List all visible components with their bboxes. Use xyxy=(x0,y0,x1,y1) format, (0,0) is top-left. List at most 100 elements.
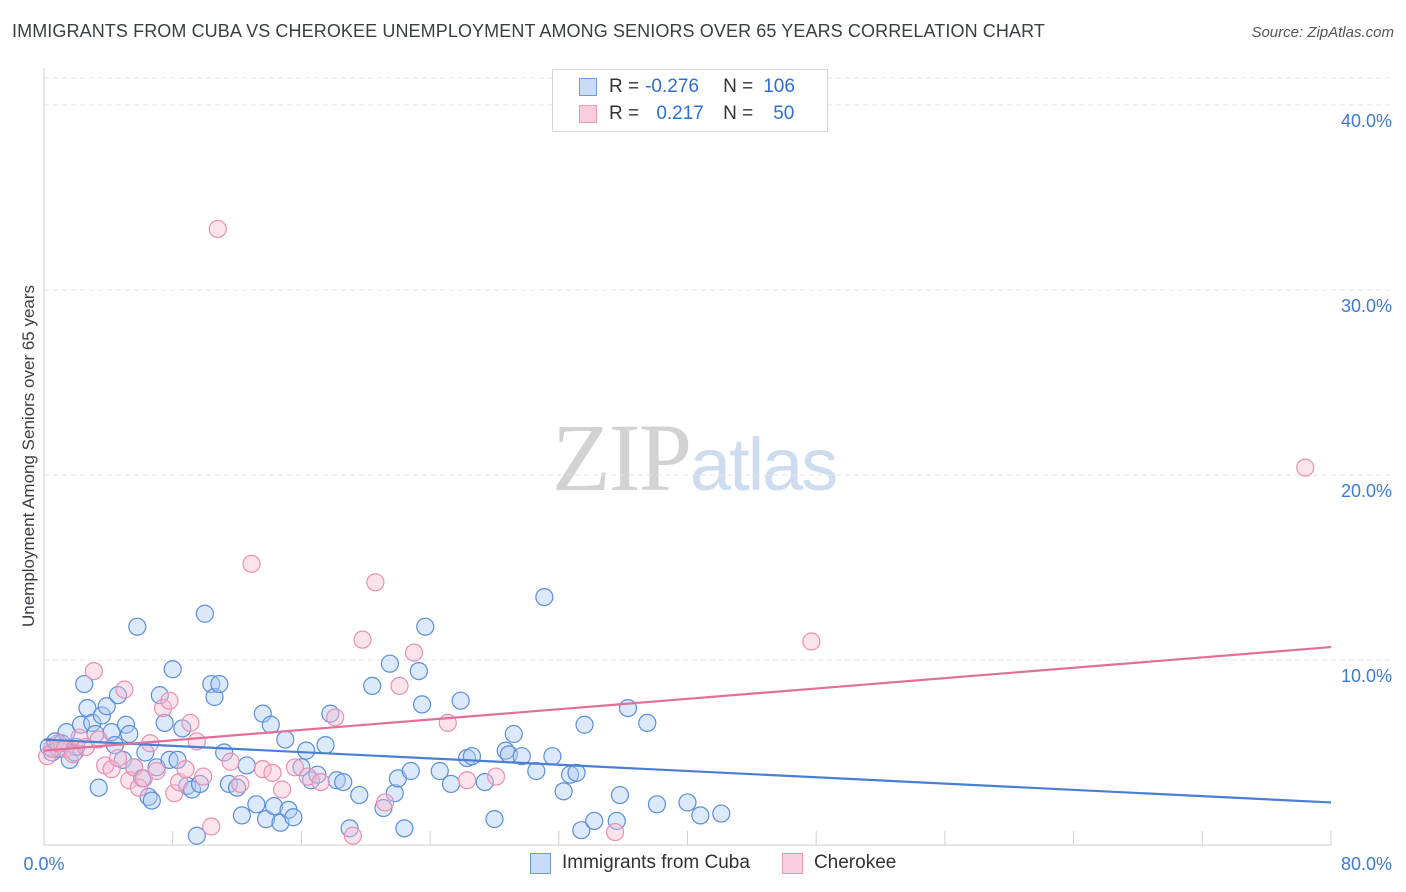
legend-n-label: N = xyxy=(723,103,754,124)
cherokee-point xyxy=(606,822,625,842)
cherokee-point xyxy=(802,632,821,651)
cherokee-point xyxy=(129,778,149,797)
cuba-point xyxy=(237,756,256,775)
cuba-point xyxy=(535,587,554,607)
cuba-point xyxy=(527,761,546,781)
cuba-point xyxy=(554,782,573,801)
series-legend: Immigrants from Cuba Cherokee xyxy=(530,852,928,874)
cuba-point xyxy=(292,758,311,777)
cuba-trend-line xyxy=(43,738,1332,804)
cherokee-point xyxy=(108,748,128,768)
legend-r-label: R = xyxy=(609,76,640,97)
legend-r-value: -0.276 xyxy=(645,76,699,97)
cuba-point xyxy=(264,797,284,816)
cuba-point xyxy=(575,715,594,734)
cherokee-point xyxy=(89,730,108,749)
cherokee-point xyxy=(231,774,250,794)
legend-n-label: N = xyxy=(723,76,754,97)
cherokee-point xyxy=(102,760,121,779)
x-tick-label: 0.0% xyxy=(23,854,64,874)
chart-title: IMMIGRANTS FROM CUBA VS CHEROKEE UNEMPLO… xyxy=(12,21,1045,41)
legend-row-cuba: R = -0.276 N = 106 xyxy=(579,75,795,99)
cherokee-point xyxy=(208,219,227,239)
legend-r-value: 0.217 xyxy=(656,103,704,124)
y-tick-label: 20.0% xyxy=(1341,481,1392,501)
cherokee-point xyxy=(221,752,240,771)
cherokee-point xyxy=(353,630,372,649)
cuba-point xyxy=(512,747,531,766)
legend-swatch-cherokee xyxy=(781,852,803,874)
legend-label-cherokee: Cherokee xyxy=(813,852,897,873)
cherokee-point xyxy=(404,643,424,662)
legend-n-value: 106 xyxy=(763,76,795,97)
legend-item-cuba: Immigrants from Cuba xyxy=(530,852,750,874)
legend-swatch-cuba xyxy=(530,852,551,874)
cuba-point xyxy=(691,806,710,825)
cuba-point xyxy=(276,730,295,749)
correlation-legend: R = -0.276 N = 106 R = 0.217 N = 50 xyxy=(552,69,828,132)
cherokee-point xyxy=(165,784,184,803)
cuba-point xyxy=(543,747,562,766)
legend-label-cuba: Immigrants from Cuba xyxy=(562,852,750,873)
cherokee-point xyxy=(181,713,200,733)
cuba-point xyxy=(678,793,697,812)
cuba-point xyxy=(385,784,404,803)
cherokee-point xyxy=(343,826,362,845)
cherokee-point xyxy=(194,767,213,786)
cuba-point xyxy=(120,724,139,744)
cherokee-point xyxy=(115,680,134,699)
cuba-point xyxy=(284,808,303,827)
cherokee-point xyxy=(147,761,166,781)
cherokee-point xyxy=(263,763,282,782)
cuba-point xyxy=(401,761,420,781)
cuba-point xyxy=(232,806,251,825)
cherokee-point xyxy=(176,760,195,779)
watermark-zip: ZIP xyxy=(552,404,692,511)
cuba-point xyxy=(638,713,657,733)
y-tick-label: 40.0% xyxy=(1341,111,1392,131)
legend-item-cherokee: Cherokee xyxy=(781,852,897,874)
legend-row-cherokee: R = 0.217 N = 50 xyxy=(579,102,794,126)
cuba-point xyxy=(142,791,161,810)
cherokee-point xyxy=(242,554,261,573)
cuba-point xyxy=(430,761,449,781)
cuba-point xyxy=(441,774,461,794)
cherokee-point xyxy=(1296,458,1315,477)
cuba-point xyxy=(412,695,432,714)
cuba-point xyxy=(475,772,494,792)
cherokee-point xyxy=(458,771,477,790)
cuba-point xyxy=(451,691,470,710)
cuba-point xyxy=(247,795,266,814)
cuba-point xyxy=(485,809,504,829)
cuba-point xyxy=(504,724,523,744)
cuba-point xyxy=(163,660,182,679)
cuba-point xyxy=(128,617,147,636)
y-tick-label: 30.0% xyxy=(1341,296,1392,316)
cuba-point xyxy=(610,785,630,805)
cuba-point xyxy=(363,676,382,696)
cuba-point xyxy=(712,804,731,823)
cuba-point xyxy=(585,811,604,831)
cuba-point xyxy=(416,617,435,636)
cherokee-point xyxy=(486,767,506,786)
cuba-point xyxy=(395,819,414,838)
cherokee-point xyxy=(311,772,330,792)
cherokee-trend-line xyxy=(43,645,1332,752)
cherokee-point xyxy=(253,760,272,779)
cuba-point xyxy=(572,821,591,840)
cuba-point xyxy=(256,809,276,829)
cherokee-point xyxy=(202,817,221,836)
cuba-point xyxy=(92,706,112,725)
cherokee-point xyxy=(366,573,385,592)
cherokee-point xyxy=(326,708,345,727)
cherokee-point xyxy=(375,793,395,812)
cuba-point xyxy=(155,713,174,733)
legend-n-value: 50 xyxy=(773,103,795,124)
cuba-point xyxy=(409,661,428,681)
y-tick-label: 10.0% xyxy=(1341,666,1392,686)
cuba-point xyxy=(83,713,102,733)
cherokee-point xyxy=(285,758,305,777)
cherokee-point xyxy=(84,661,103,681)
legend-swatch-cherokee xyxy=(579,105,597,123)
